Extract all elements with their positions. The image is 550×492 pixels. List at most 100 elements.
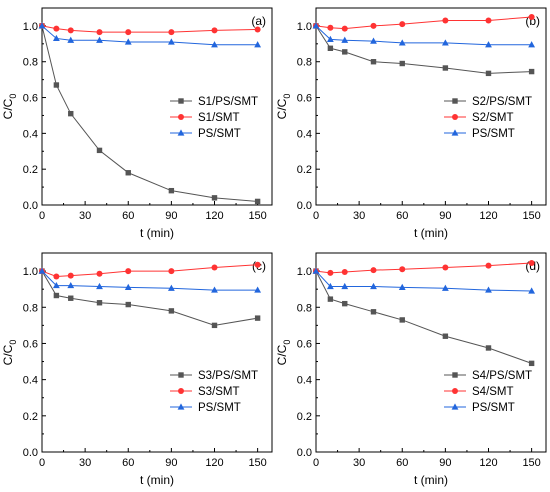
data-point [254,261,261,268]
data-point [326,35,334,42]
data-point [96,300,103,306]
y-tick-label: 0.0 [23,447,38,459]
data-point [67,36,75,43]
data-point [327,269,334,276]
data-point [67,27,74,34]
x-axis-title: t (min) [140,226,174,240]
data-point [442,65,449,71]
data-point [528,360,535,367]
legend-marker [178,372,184,378]
y-tick-label: 0.6 [23,338,38,350]
legend-label: PS/SMT [198,128,241,140]
y-tick-label: 0.8 [297,57,312,69]
legend: S4/PS/SMT S4/SMT PS/SMT [444,370,532,414]
x-tick-label: 120 [479,457,497,469]
y-tick-label: 0.4 [23,375,38,387]
chart-panel-d: 0 30 60 90 120 150 0.0 0.2 0.4 0.6 0.8 1.0 t (min) C/… [275,252,547,487]
plot-frame [41,252,273,453]
data-point [96,29,103,36]
legend-label: S4/SMT [472,386,514,398]
data-point [528,68,535,75]
data-point [254,41,262,48]
series-line [315,25,532,46]
data-point [124,38,132,45]
legend-marker [452,98,458,104]
data-point [399,60,405,67]
data-point [312,22,320,29]
series-line [315,262,532,274]
chart-panel-b: 0 30 60 90 120 150 0.0 0.2 0.4 0.6 0.8 1.0 t (min) C/… [275,7,547,240]
x-tick-label: 30 [353,457,365,469]
data-point [254,26,261,33]
data-point [370,282,377,290]
data-point [342,49,348,55]
data-point [168,268,175,275]
x-tick-label: 150 [248,210,266,222]
series-line [41,25,258,46]
y-axis-title: C/C0 [1,340,18,366]
series-line [315,25,532,74]
data-point [485,17,492,24]
y-axis-title: C/C0 [275,94,292,120]
y-tick-label: 1.0 [297,266,312,278]
y-tick-label: 0.4 [23,128,38,140]
x-tick-label: 90 [165,457,177,469]
legend-label: PS/SMT [472,128,515,140]
data-point [96,36,103,43]
x-tick-label: 60 [122,210,134,222]
x-tick-label: 30 [79,457,91,469]
x-tick-label: 0 [313,210,319,222]
plot-frame [315,252,547,453]
y-tick-label: 1.0 [297,21,312,33]
y-tick-label: 0.2 [297,411,312,423]
x-tick-label: 60 [122,457,134,469]
legend-marker [452,388,458,394]
y-tick-label: 1.0 [23,21,38,33]
y-tick-label: 0.4 [297,375,312,387]
y-axis-title: C/C0 [275,340,292,366]
x-tick-label: 0 [39,210,45,222]
data-point [211,27,218,34]
data-point [125,170,131,176]
y-tick-label: 0.0 [297,200,312,212]
data-point [528,13,535,20]
data-point [342,300,348,307]
x-tick-label: 60 [396,210,408,222]
data-point [485,286,492,293]
data-point [326,282,334,290]
x-tick-label: 150 [522,457,540,469]
data-point [312,267,320,274]
data-point [441,284,449,291]
legend-marker [177,403,185,410]
data-point [528,41,536,48]
y-tick-label: 0.0 [297,447,312,459]
series-line [315,270,532,364]
legend-label: S2/PS/SMT [472,96,532,108]
x-tick-label: 60 [396,457,408,469]
data-point [370,267,377,274]
x-tick-label: 120 [479,210,497,222]
x-axis-title: t (min) [140,473,174,487]
legend-marker [178,98,184,104]
legend-marker [178,388,184,394]
x-axis-title: t (min) [414,473,448,487]
data-point [96,270,103,277]
data-point [68,295,74,301]
data-point [485,70,492,77]
data-point [442,264,449,271]
x-tick-label: 150 [248,457,266,469]
data-point [485,345,492,351]
data-point [67,272,74,279]
legend-label: PS/SMT [198,402,241,414]
data-point [485,262,492,269]
data-point [125,29,132,36]
data-point [53,273,60,280]
y-axis-title: C/C0 [1,94,18,120]
data-point [168,187,175,194]
data-point [53,25,60,32]
data-point [341,268,348,275]
x-tick-label: 120 [205,457,223,469]
series-line [41,25,258,33]
data-point [67,281,75,289]
